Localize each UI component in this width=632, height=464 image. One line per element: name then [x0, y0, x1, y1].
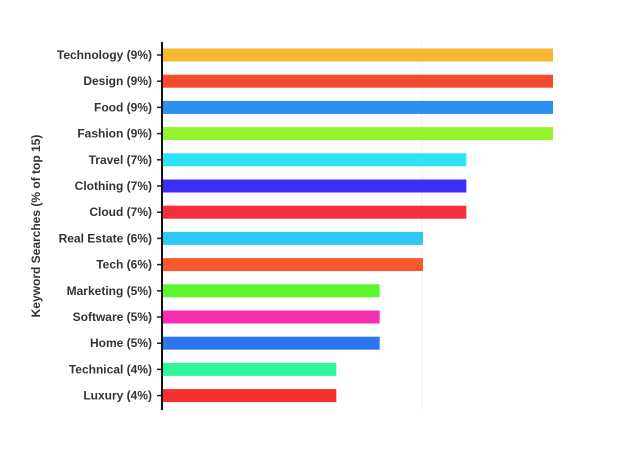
category-label: Technology (9%): [57, 48, 152, 62]
bar: [163, 74, 553, 88]
category-label: Luxury (4%): [83, 389, 152, 403]
bar: [163, 284, 380, 298]
bar: [163, 336, 380, 350]
bar: [163, 258, 423, 272]
category-label: Design (9%): [83, 74, 152, 88]
bar: [163, 362, 337, 376]
category-label: Marketing (5%): [67, 284, 152, 298]
category-label: Food (9%): [94, 100, 152, 114]
y-axis-title: Keyword Searches (% of top 15): [29, 135, 43, 318]
bar: [163, 179, 467, 193]
category-label: Cloud (7%): [89, 205, 152, 219]
bar: [163, 127, 553, 141]
category-label: Clothing (7%): [75, 179, 152, 193]
bars: [163, 48, 553, 403]
category-label: Software (5%): [73, 310, 152, 324]
grid-lines: [421, 42, 423, 410]
bar: [163, 205, 467, 219]
bar: [163, 389, 337, 403]
category-label: Travel (7%): [89, 153, 152, 167]
category-label: Technical (4%): [69, 362, 152, 376]
category-label: Tech (6%): [96, 258, 152, 272]
bar: [163, 153, 467, 167]
bar: [163, 310, 380, 324]
category-labels: Technology (9%) Design (9%) Food (9%) Fashi…: [57, 48, 152, 403]
category-label: Home (5%): [90, 336, 152, 350]
category-label: Real Estate (6%): [59, 231, 152, 245]
category-label: Fashion (9%): [77, 127, 152, 141]
bar: [163, 231, 423, 245]
bar: [163, 100, 553, 114]
bar: [163, 48, 553, 62]
